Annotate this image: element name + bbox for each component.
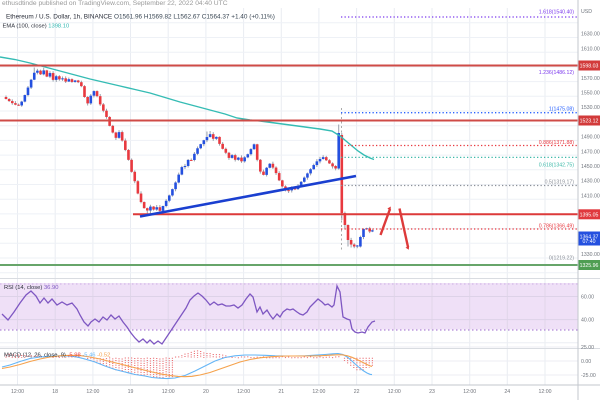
svg-text:1410.00: 1410.00 [581,193,600,199]
svg-text:1.618(1540.40): 1.618(1540.40) [539,10,574,16]
svg-text:24: 24 [504,389,510,395]
svg-text:12:00: 12:00 [162,389,175,395]
svg-text:23: 23 [429,389,435,395]
svg-text:12:00: 12:00 [312,389,325,395]
svg-text:12:00: 12:00 [11,389,24,395]
svg-text:MACD (12, 26, close, 9) -5.98: MACD (12, 26, close, 9) -5.98 -5.46 -0.5… [4,353,110,359]
svg-text:12:00: 12:00 [86,389,99,395]
svg-text:21: 21 [278,389,284,395]
svg-text:USD: USD [581,9,592,15]
svg-text:0.786(1366.49): 0.786(1366.49) [539,224,574,230]
svg-text:1395.05: 1395.05 [580,213,599,219]
svg-text:1.236(1486.12): 1.236(1486.12) [539,70,574,76]
svg-text:12:00: 12:00 [463,389,476,395]
svg-text:1450.00: 1450.00 [581,164,600,170]
svg-text:ethusdtinde published on Tradi: ethusdtinde published on TradingView.com… [2,0,228,7]
svg-text:EMA (100, close) 1398.10: EMA (100, close) 1398.10 [3,24,70,30]
svg-text:0.5(1319.17): 0.5(1319.17) [545,180,575,186]
svg-text:22: 22 [354,389,360,395]
svg-text:RSI (14, close) 36.90: RSI (14, close) 36.90 [4,285,58,291]
svg-text:1630.00: 1630.00 [581,32,600,38]
svg-text:12:00: 12:00 [388,389,401,395]
svg-text:Ethereum / U.S. Dollar, 1h, BI: Ethereum / U.S. Dollar, 1h, BINANCE O156… [6,14,275,21]
svg-text:0.618(1342.75): 0.618(1342.75) [539,163,574,169]
svg-text:-25.00: -25.00 [581,373,596,379]
svg-text:19: 19 [128,389,134,395]
svg-text:12:00: 12:00 [237,389,250,395]
svg-text:07:40: 07:40 [583,239,596,245]
svg-text:20: 20 [203,389,209,395]
svg-text:1(1475.08): 1(1475.08) [549,107,574,113]
svg-text:0.00: 0.00 [581,359,591,365]
svg-text:1523.12: 1523.12 [580,119,599,125]
svg-text:1550.00: 1550.00 [581,91,600,97]
svg-text:1490.00: 1490.00 [581,135,600,141]
svg-text:60.00: 60.00 [581,295,594,301]
svg-text:1570.00: 1570.00 [581,76,600,82]
svg-text:1364.37: 1364.37 [580,234,599,240]
svg-text:18: 18 [52,389,58,395]
svg-text:1325.96: 1325.96 [580,263,599,269]
svg-text:12:00: 12:00 [539,389,552,395]
svg-text:25.00: 25.00 [581,345,594,351]
svg-text:0.886(1371.88): 0.886(1371.88) [539,140,574,146]
svg-text:1330.00: 1330.00 [581,252,600,258]
svg-text:0(1219.22): 0(1219.22) [549,256,574,262]
svg-text:1530.00: 1530.00 [581,105,600,111]
svg-text:1598.03: 1598.03 [580,64,599,70]
svg-text:1430.00: 1430.00 [581,179,600,185]
svg-text:40.00: 40.00 [581,318,594,324]
svg-text:1470.00: 1470.00 [581,149,600,155]
svg-text:1610.00: 1610.00 [581,46,600,52]
